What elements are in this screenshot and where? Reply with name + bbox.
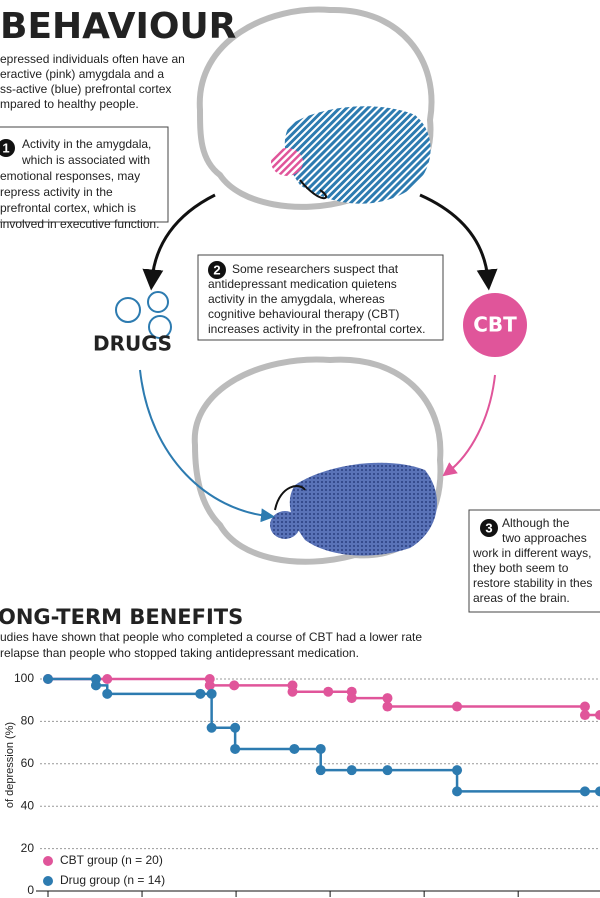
data-point xyxy=(204,680,215,691)
y-axis-label: of depression (%) xyxy=(4,722,16,808)
data-point xyxy=(323,686,334,697)
y-tick-label: 80 xyxy=(21,714,35,728)
data-point xyxy=(595,786,600,797)
note-box xyxy=(197,254,444,341)
y-tick-label: 40 xyxy=(21,798,35,812)
data-point xyxy=(346,693,357,704)
section-text: udies have shown that people who complet… xyxy=(0,630,422,644)
data-point xyxy=(579,710,590,721)
data-point xyxy=(287,686,298,697)
note-line: two approaches xyxy=(502,531,587,545)
pills xyxy=(115,291,172,339)
series-line xyxy=(48,677,600,793)
note-number: 3 xyxy=(485,520,492,535)
cbt-badge xyxy=(463,293,527,357)
brain-bottom xyxy=(191,356,444,565)
note-box xyxy=(0,126,169,223)
data-point xyxy=(102,688,113,699)
note-line: restore stability in thes xyxy=(473,576,592,590)
legend-marker xyxy=(43,856,53,866)
data-point xyxy=(452,765,463,776)
arrow xyxy=(139,369,275,523)
data-point xyxy=(595,710,600,721)
data-point xyxy=(579,701,590,712)
data-point xyxy=(452,701,463,712)
title: BEHAVIOUR xyxy=(0,6,236,47)
y-tick-label: 20 xyxy=(21,841,35,855)
note-line: Although the xyxy=(502,516,570,530)
note-number: 1 xyxy=(2,140,9,155)
data-point xyxy=(229,680,240,691)
note-number-badge xyxy=(480,519,498,537)
legend-label: CBT group (n = 20) xyxy=(60,853,163,867)
data-point xyxy=(346,765,357,776)
arrow xyxy=(142,193,216,291)
note-line: increases activity in the prefrontal cor… xyxy=(208,322,425,336)
note-line: Some researchers suspect that xyxy=(232,262,399,276)
y-tick-label: 0 xyxy=(27,883,34,897)
legend-marker xyxy=(43,876,53,886)
section-title: ONG-TERM BENEFITS xyxy=(0,605,243,629)
note-line: areas of the brain. xyxy=(473,591,570,605)
data-point xyxy=(90,680,101,691)
brain-top xyxy=(196,6,435,210)
data-point xyxy=(315,765,326,776)
intro-line: epressed individuals often have an xyxy=(0,52,185,66)
y-tick-label: 60 xyxy=(21,756,35,770)
data-point xyxy=(206,688,217,699)
data-point xyxy=(315,743,326,754)
data-point xyxy=(230,743,241,754)
data-point xyxy=(102,674,113,684)
note-line: prefrontal cortex, which is xyxy=(0,201,136,215)
data-point xyxy=(289,743,300,754)
arrow xyxy=(419,193,498,291)
note-number: 2 xyxy=(213,262,220,277)
arrow xyxy=(442,374,496,477)
data-point xyxy=(382,693,393,704)
legend-label: Drug group (n = 14) xyxy=(60,873,165,887)
note-line: involved in executive function. xyxy=(0,217,159,231)
series-line xyxy=(48,677,600,717)
data-point xyxy=(195,688,206,699)
note-line: emotional responses, may xyxy=(0,169,140,183)
drugs-label: DRUGS xyxy=(93,332,172,356)
intro-line: ss-active (blue) prefrontal cortex xyxy=(0,82,171,96)
note-line: repress activity in the xyxy=(0,185,113,199)
note-line: Activity in the amygdala, xyxy=(22,137,151,151)
note-line: which is associated with xyxy=(21,153,150,167)
data-point xyxy=(452,786,463,797)
data-point xyxy=(382,765,393,776)
data-point xyxy=(43,674,53,684)
note-line: antidepressant medication quietens xyxy=(208,277,397,291)
note-line: they both seem to xyxy=(473,561,569,575)
data-point xyxy=(382,701,393,712)
intro-line: mpared to healthy people. xyxy=(0,97,139,111)
note-number-badge xyxy=(0,139,15,157)
note-line: activity in the amygdala, whereas xyxy=(208,292,385,306)
note-number-badge xyxy=(208,261,226,279)
cbt-label: CBT xyxy=(473,313,517,337)
data-point xyxy=(206,722,217,733)
data-point xyxy=(579,786,590,797)
section-text: relapse than people who stopped taking a… xyxy=(0,646,359,660)
y-tick-label: 100 xyxy=(14,671,34,685)
data-point xyxy=(230,722,241,733)
note-line: work in different ways, xyxy=(472,546,592,560)
note-line: cognitive behavioural therapy (CBT) xyxy=(208,307,399,321)
intro-line: eractive (pink) amygdala and a xyxy=(0,67,164,81)
